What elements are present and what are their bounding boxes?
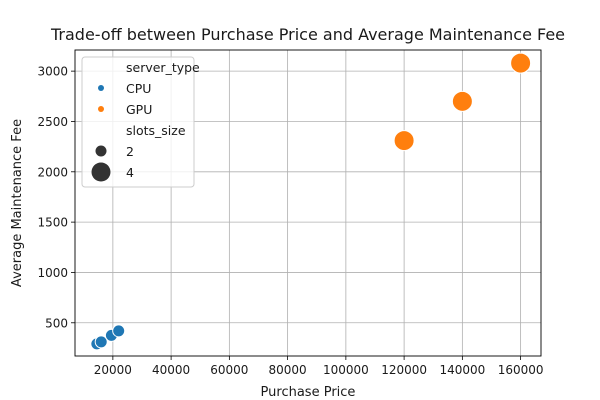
point-gpu — [393, 130, 415, 152]
axis-ticks: 20000 40000 60000 80000 100000 120000 140000 16… — [37, 65, 543, 377]
y-tick-label: 1500 — [37, 216, 68, 230]
legend-hue-title: server_type — [126, 60, 200, 75]
legend-gpu-label: GPU — [126, 102, 152, 117]
point-gpu — [451, 90, 473, 112]
point-cpu — [112, 324, 126, 338]
legend-size-large-marker — [91, 162, 111, 182]
x-tick-label: 60000 — [210, 363, 248, 377]
x-tick-label: 100000 — [323, 363, 369, 377]
x-tick-label: 160000 — [498, 363, 544, 377]
y-tick-label: 2500 — [37, 115, 68, 129]
y-axis-label: Average Maintenance Fee — [10, 119, 25, 287]
data-points — [90, 52, 532, 351]
legend-box — [81, 56, 195, 188]
y-tick-label: 2000 — [37, 165, 68, 179]
y-tick-label: 500 — [45, 316, 68, 330]
legend-cpu-label: CPU — [126, 81, 151, 96]
legend-size-small-label: 2 — [126, 144, 134, 159]
legend-gpu-marker — [98, 106, 104, 112]
chart-title: Trade-off between Purchase Price and Ave… — [50, 25, 565, 44]
x-tick-label: 80000 — [269, 363, 307, 377]
legend: server_type CPU GPU slots_size 2 4 — [81, 56, 200, 188]
x-axis-label: Purchase Price — [261, 385, 356, 400]
legend-size-small-marker — [95, 145, 107, 157]
x-tick-label: 120000 — [381, 363, 427, 377]
point-gpu — [510, 52, 532, 74]
x-tick-label: 40000 — [152, 363, 190, 377]
legend-size-title: slots_size — [126, 123, 186, 138]
legend-cpu-marker — [98, 85, 104, 91]
point-cpu — [94, 335, 108, 349]
y-tick-label: 1000 — [37, 266, 68, 280]
legend-size-large-label: 4 — [126, 165, 134, 180]
plot-frame — [74, 49, 542, 357]
x-tick-label: 140000 — [439, 363, 485, 377]
y-tick-label: 3000 — [37, 65, 68, 79]
x-tick-label: 20000 — [94, 363, 132, 377]
